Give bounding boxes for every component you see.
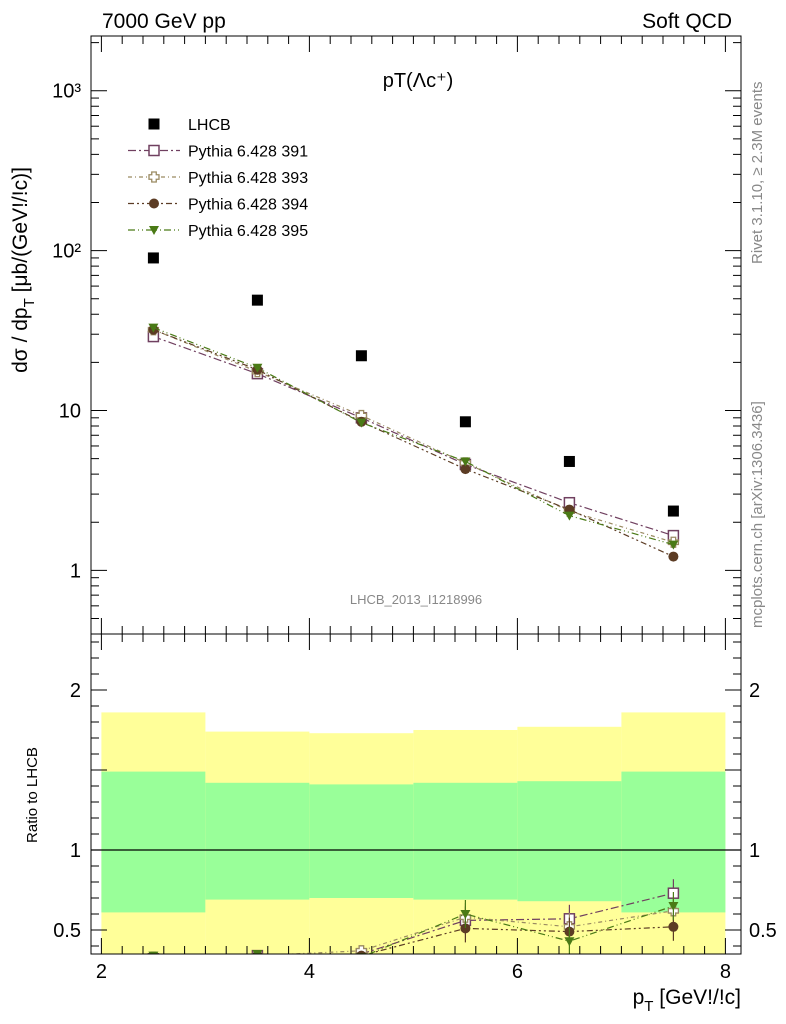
main-y-tick-label: 10 (59, 401, 81, 423)
ratio-data-point (356, 950, 367, 954)
x-label-main: p (633, 986, 645, 1009)
green-band (205, 782, 310, 900)
ratio-data-point (564, 937, 575, 947)
x-label-tail: [GeV!/!c] (653, 986, 741, 1009)
analysis-id: LHCB_2013_I1218996 (350, 592, 482, 607)
ratio-series-line (322, 892, 674, 954)
ratio-y-tick-labels: 0.5 0.5 1 1 2 2 (53, 680, 777, 942)
ratio-data-point (147, 953, 160, 954)
legend-marker (149, 226, 159, 235)
header-right: Soft QCD (642, 10, 732, 33)
main-series-mc-4 (148, 323, 679, 550)
x-tick-label: 2 (96, 961, 107, 983)
main-data-point (147, 252, 159, 264)
main-y-axis-label: dσ / dpT [μb/(GeV!/!c)] (9, 167, 38, 373)
legend-label: Pythia 6.428 395 (188, 223, 308, 240)
legend-marker (148, 144, 160, 157)
green-band (413, 782, 518, 900)
ratio-y-tick-label-left: 1 (70, 840, 81, 862)
main-title: pT(Λc⁺) (383, 70, 454, 92)
ratio-plot-panel: 0.5 0.5 1 1 2 2 2 4 6 8 Ratio to LHCB pT [GeV!/!… (24, 633, 777, 1015)
main-y-tick-label: 10³ (52, 81, 81, 103)
main-y-label-main: dσ / dp (9, 307, 32, 373)
main-y-tick-label: 1 (70, 560, 81, 582)
ratio-data-point (148, 951, 159, 954)
main-y-tick-labels: 1 10 10² 10³ (52, 81, 81, 583)
mcplots-text: mcplots.cern.ch [arXiv:1306.3436] (749, 401, 766, 628)
ratio-data-point (668, 921, 679, 932)
main-series-line (153, 329, 674, 543)
main-data-point (356, 418, 367, 428)
legend-marker (149, 198, 159, 209)
main-data-point (668, 551, 679, 562)
rivet-version-text: Rivet 3.1.10, ≥ 2.3M events (749, 82, 766, 265)
main-series-mc-1 (147, 330, 680, 542)
main-series-data (147, 252, 679, 517)
ratio-series-layer (147, 879, 680, 954)
ratio-y-tick-label-right: 1 (749, 840, 760, 862)
legend-label: Pythia 6.428 393 (188, 170, 308, 187)
main-series-line (153, 336, 674, 537)
legend-marker (148, 118, 160, 130)
ratio-series-line (365, 926, 674, 954)
green-band (517, 781, 622, 902)
legend-label: Pythia 6.428 394 (188, 197, 308, 214)
x-label-sub: T (644, 998, 653, 1015)
ratio-y-axis-label: Ratio to LHCB (24, 747, 41, 843)
main-data-point (251, 294, 263, 306)
ratio-y-tick-label-left: 0.5 (53, 920, 81, 942)
x-tick-label: 8 (720, 961, 731, 983)
ratio-data-point (356, 953, 367, 954)
main-data-point (148, 323, 159, 333)
main-y-tick-label: 10² (52, 241, 81, 263)
green-band (309, 784, 414, 898)
ratio-uncertainty-bands (91, 712, 741, 954)
main-data-point (355, 350, 367, 362)
x-tick-label: 6 (512, 961, 523, 983)
ratio-series-mc-4 (148, 892, 679, 954)
legend: LHCB Pythia 6.428 391 Pythia 6.428 393 Pyth… (128, 117, 308, 240)
header-left: 7000 GeV pp (102, 10, 226, 33)
main-y-label-tail: [μb/(GeV!/!c)] (9, 167, 32, 298)
ratio-x-tick-labels: 2 4 6 8 (96, 961, 731, 983)
ratio-plot-frame (90, 633, 742, 955)
main-y-label-sub: T (21, 298, 38, 307)
ratio-series-line (218, 905, 674, 954)
legend-label: Pythia 6.428 391 (188, 144, 308, 161)
main-data-point (564, 511, 575, 521)
ratio-data-point (460, 910, 471, 919)
main-axis-ticks (91, 36, 741, 635)
main-data-point (252, 363, 263, 373)
main-data-point (460, 457, 471, 467)
x-tick-label: 4 (304, 961, 315, 983)
main-data-point (563, 455, 575, 467)
main-series-layer (147, 252, 680, 562)
main-plot-panel: pT(Λc⁺) LHCB_2013_I1218996 LHCB Pythia 6.… (9, 35, 742, 635)
legend-label: LHCB (188, 117, 231, 134)
main-series-line (153, 327, 674, 546)
main-data-point (667, 505, 679, 517)
ratio-y-tick-label-right: 2 (749, 680, 760, 702)
ratio-data-point (668, 902, 679, 911)
ratio-y-tick-label-right: 0.5 (749, 920, 777, 942)
x-axis-label: pT [GeV!/!c] (633, 986, 741, 1015)
main-data-point (459, 416, 471, 428)
ratio-y-tick-label-left: 2 (70, 680, 81, 702)
ratio-data-point (460, 923, 471, 934)
green-band (101, 771, 206, 913)
ratio-data-point (252, 950, 263, 954)
legend-marker (148, 171, 160, 183)
main-data-point (668, 540, 679, 550)
ratio-axis-ticks (91, 634, 741, 954)
main-data-point (460, 464, 471, 475)
